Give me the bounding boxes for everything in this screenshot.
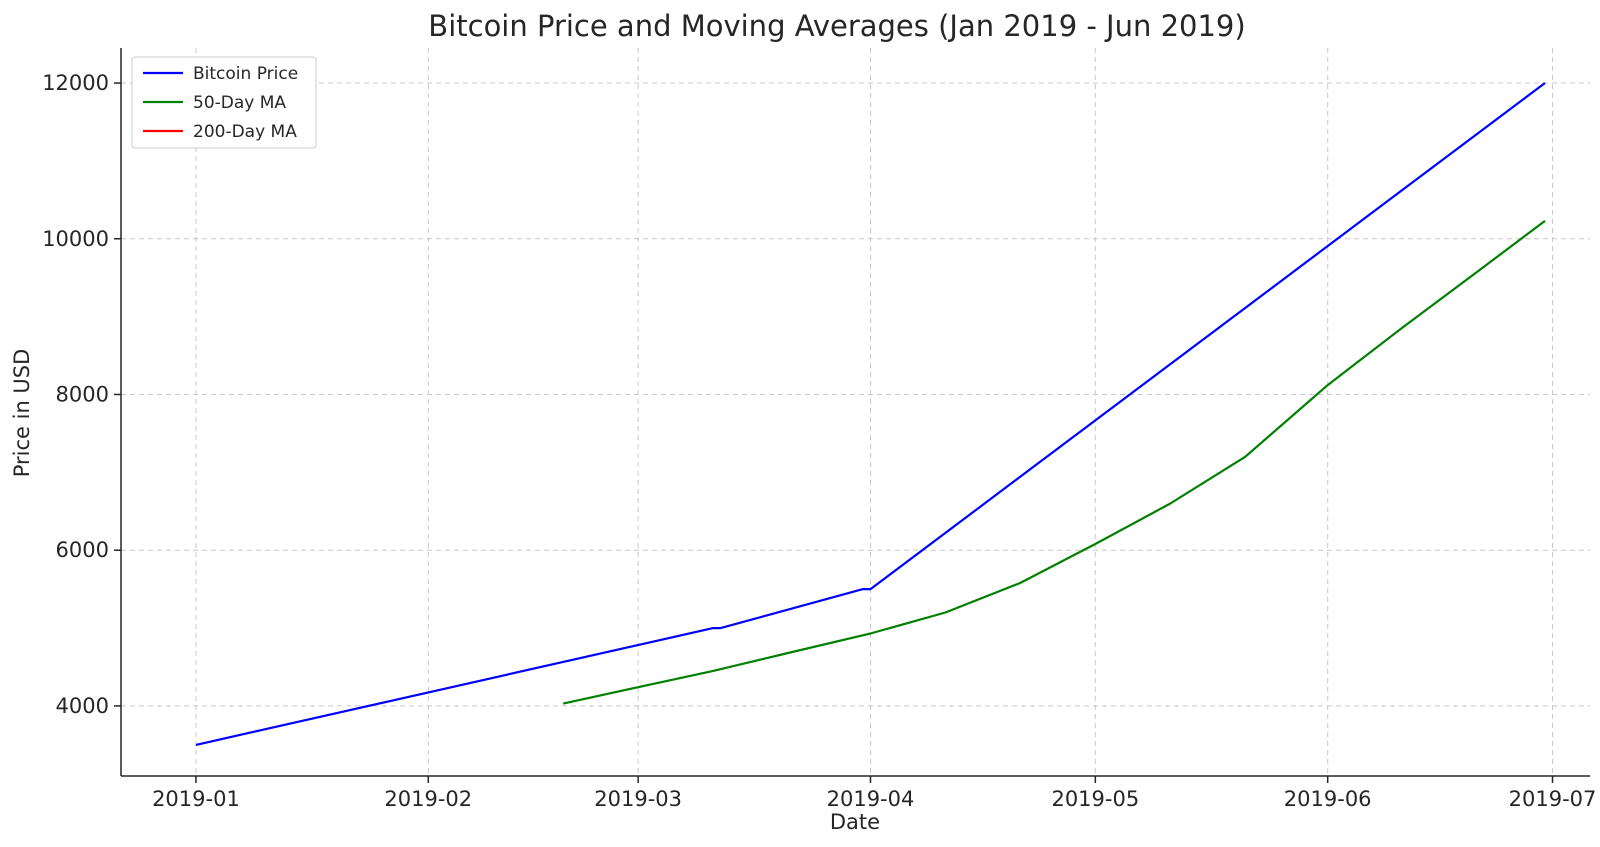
series-line-0 <box>195 82 1546 746</box>
legend-box <box>131 56 317 149</box>
axis-ticks: 2019-01 2019-02 2019-03 2019-04 2019-05 2019-… <box>42 71 1596 811</box>
legend: Bitcoin Price 50-Day MA 200-Day MA <box>131 56 317 149</box>
legend-label: 200-Day MA <box>193 122 297 142</box>
y-tick-label: 12000 <box>42 71 109 95</box>
grid-lines <box>121 48 1590 776</box>
x-tick-label: 2019-04 <box>827 787 915 811</box>
y-tick-label: 10000 <box>42 227 109 251</box>
x-tick-label: 2019-05 <box>1051 787 1139 811</box>
x-axis-label: Date <box>830 810 880 834</box>
x-tick-label: 2019-02 <box>384 787 472 811</box>
y-tick-label: 4000 <box>56 694 109 718</box>
y-tick-label: 6000 <box>56 538 109 562</box>
x-tick-label: 2019-03 <box>594 787 682 811</box>
series-line-1 <box>562 220 1546 705</box>
plot-series <box>195 82 1546 746</box>
legend-label: 50-Day MA <box>193 93 286 113</box>
legend-label: Bitcoin Price <box>193 64 298 84</box>
y-axis-label: Price in USD <box>10 349 34 478</box>
y-tick-label: 8000 <box>56 382 109 406</box>
x-tick-label: 2019-01 <box>152 787 240 811</box>
x-tick-label: 2019-06 <box>1284 787 1372 811</box>
x-tick-label: 2019-07 <box>1509 787 1597 811</box>
chart-title: Bitcoin Price and Moving Averages (Jan 2… <box>428 9 1245 43</box>
